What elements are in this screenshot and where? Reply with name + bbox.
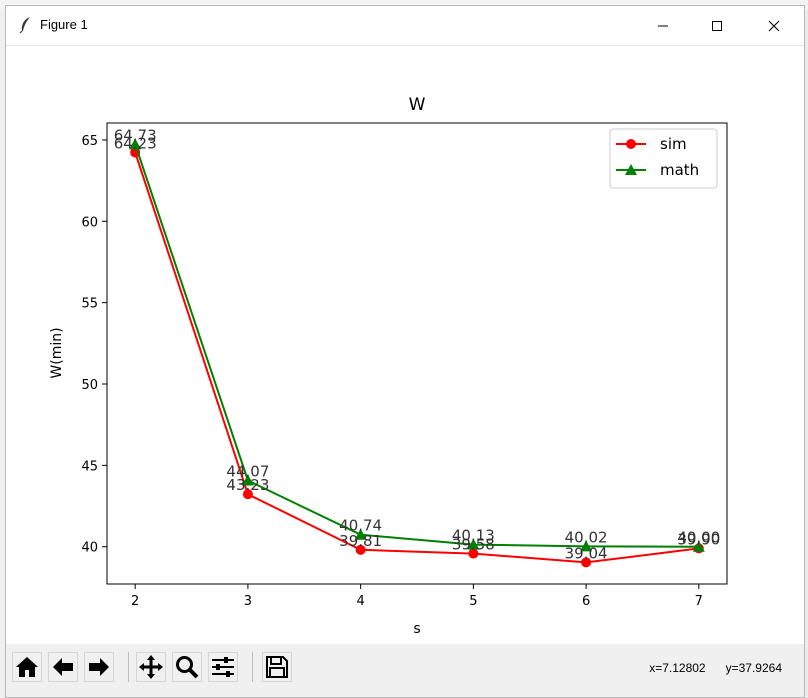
pan-button[interactable]	[136, 652, 166, 682]
y-tick-label: 50	[81, 378, 98, 393]
data-point-sim	[581, 557, 592, 568]
y-tick-label: 65	[81, 134, 98, 149]
legend-marker-math	[625, 164, 637, 175]
data-label-math: 64.73	[114, 126, 157, 144]
zoom-button[interactable]	[172, 652, 202, 682]
y-tick-label: 40	[81, 541, 98, 556]
cursor-y: y=37.9264	[725, 661, 782, 675]
data-point-math	[580, 540, 593, 552]
forward-button[interactable]	[84, 652, 114, 682]
navigation-toolbar: x=7.12802 y=37.9264	[6, 644, 804, 697]
data-label-math: 40.74	[339, 517, 382, 535]
y-axis-label: W(min)	[49, 327, 65, 378]
data-point-math	[354, 528, 367, 540]
toolbar-separator	[128, 652, 129, 682]
home-icon	[16, 657, 38, 677]
x-tick-label: 7	[695, 594, 703, 609]
data-label-sim: 39.04	[565, 544, 608, 562]
y-tick-label: 55	[81, 297, 98, 312]
x-tick-label: 3	[244, 594, 252, 609]
x-axis: 2 3 4 5 6 7	[131, 584, 703, 609]
data-point-math	[692, 540, 705, 552]
series-layer	[129, 138, 705, 568]
maximize-icon	[712, 21, 722, 31]
legend-label-math: math	[660, 161, 699, 179]
data-label-sim: 43.23	[226, 476, 269, 494]
x-tick-label: 6	[582, 594, 590, 609]
x-tick-label: 5	[469, 594, 477, 609]
y-tick-label: 60	[81, 215, 98, 230]
maximize-button[interactable]	[694, 6, 740, 46]
x-axis-label: s	[413, 621, 420, 637]
data-point-math	[467, 538, 480, 550]
minimize-icon	[658, 25, 668, 27]
x-tick-label: 4	[356, 594, 364, 609]
data-point-math	[241, 474, 254, 486]
close-button[interactable]	[751, 6, 797, 46]
zoom-icon	[176, 656, 199, 679]
background-app-edge	[0, 10, 6, 698]
y-tick-label: 45	[81, 459, 98, 474]
series-line-math	[134, 143, 699, 548]
window-title: Figure 1	[40, 17, 88, 32]
data-label-sim: 64.23	[114, 134, 157, 152]
forward-arrow-icon	[89, 658, 109, 676]
chart-title: W	[409, 95, 426, 115]
pan-icon	[139, 655, 163, 679]
plot-area	[106, 122, 728, 585]
cursor-coordinates: x=7.12802 y=37.9264	[649, 661, 782, 675]
data-point-sim	[242, 489, 253, 500]
series-line-sim	[134, 152, 699, 564]
data-point-sim	[355, 544, 366, 555]
save-button[interactable]	[262, 652, 292, 682]
legend: sim math	[609, 128, 718, 189]
data-point-math	[129, 138, 142, 150]
home-button[interactable]	[12, 652, 42, 682]
data-labels: 64.23 43.23 39.81 39.58 39.04 39.90 64.73 44.07…	[114, 126, 721, 562]
legend-marker-sim	[626, 139, 636, 149]
save-icon	[266, 656, 288, 678]
title-bar[interactable]: Figure 1	[6, 6, 804, 46]
data-label-sim: 39.90	[677, 530, 720, 548]
configure-subplots-button[interactable]	[208, 652, 238, 682]
data-point-sim	[468, 548, 479, 559]
data-label-math: 40.02	[565, 528, 608, 546]
data-label-sim: 39.81	[339, 532, 382, 550]
data-label-math: 40.13	[452, 527, 495, 545]
close-icon	[768, 20, 780, 32]
data-label-math: 44.07	[226, 463, 269, 481]
back-button[interactable]	[48, 652, 78, 682]
minimize-button[interactable]	[640, 6, 686, 46]
data-label-math: 40.00	[677, 529, 720, 547]
feather-icon	[19, 17, 30, 34]
back-arrow-icon	[53, 658, 73, 676]
x-tick-label: 2	[131, 594, 139, 609]
configure-subplots-icon	[212, 657, 234, 677]
data-label-sim: 39.58	[452, 536, 495, 554]
toolbar-separator	[252, 652, 253, 682]
legend-label-sim: sim	[660, 135, 687, 153]
y-axis: 40 45 50 55 60 65	[81, 134, 107, 556]
cursor-x: x=7.12802	[649, 661, 706, 675]
